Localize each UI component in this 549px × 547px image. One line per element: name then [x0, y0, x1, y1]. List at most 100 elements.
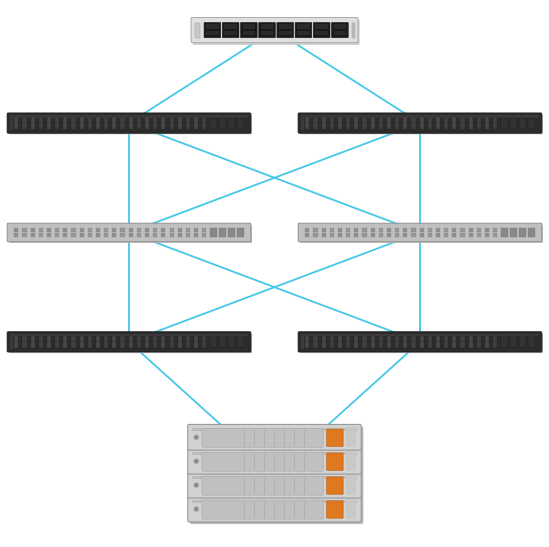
- FancyBboxPatch shape: [240, 22, 257, 38]
- Bar: [493, 342, 497, 348]
- Bar: [510, 228, 517, 237]
- FancyBboxPatch shape: [352, 23, 355, 38]
- Bar: [31, 228, 35, 232]
- Bar: [145, 232, 149, 237]
- Bar: [202, 228, 206, 232]
- Bar: [39, 232, 43, 237]
- Bar: [23, 342, 26, 348]
- Bar: [88, 117, 92, 123]
- FancyBboxPatch shape: [188, 496, 361, 522]
- Bar: [301, 115, 539, 118]
- Bar: [334, 24, 346, 29]
- Bar: [510, 118, 517, 129]
- Bar: [178, 228, 182, 232]
- Bar: [186, 232, 190, 237]
- Bar: [316, 24, 328, 29]
- Bar: [493, 232, 497, 237]
- Bar: [452, 124, 456, 129]
- Bar: [297, 24, 310, 29]
- Bar: [170, 232, 173, 237]
- Bar: [80, 124, 84, 129]
- Bar: [469, 228, 473, 232]
- Bar: [411, 342, 416, 348]
- Bar: [419, 117, 424, 123]
- Bar: [493, 117, 497, 123]
- Bar: [485, 342, 489, 348]
- Bar: [23, 124, 26, 129]
- Bar: [243, 24, 255, 29]
- Bar: [354, 228, 358, 232]
- Bar: [88, 232, 92, 237]
- Bar: [96, 342, 100, 348]
- Bar: [485, 336, 489, 341]
- Bar: [354, 117, 358, 123]
- Bar: [10, 335, 13, 349]
- Bar: [436, 117, 440, 123]
- Bar: [194, 117, 198, 123]
- Bar: [192, 499, 357, 503]
- Bar: [477, 124, 481, 129]
- Bar: [202, 117, 206, 123]
- Bar: [501, 118, 508, 129]
- Bar: [178, 336, 182, 341]
- Bar: [428, 336, 432, 341]
- Bar: [338, 117, 342, 123]
- Bar: [477, 342, 481, 348]
- Bar: [477, 117, 481, 123]
- Circle shape: [194, 507, 198, 511]
- Bar: [39, 342, 43, 348]
- Bar: [170, 117, 173, 123]
- Bar: [128, 336, 133, 341]
- Bar: [80, 342, 84, 348]
- FancyBboxPatch shape: [9, 115, 252, 134]
- Bar: [379, 124, 383, 129]
- Bar: [10, 116, 13, 130]
- FancyBboxPatch shape: [300, 225, 543, 243]
- Bar: [23, 336, 26, 341]
- Bar: [338, 232, 342, 237]
- Bar: [519, 118, 526, 129]
- Bar: [96, 336, 100, 341]
- Bar: [14, 117, 18, 123]
- Bar: [55, 342, 59, 348]
- Bar: [387, 342, 391, 348]
- Bar: [322, 228, 326, 232]
- Bar: [469, 117, 473, 123]
- Bar: [225, 31, 237, 36]
- Bar: [192, 428, 357, 431]
- Bar: [39, 124, 43, 129]
- FancyBboxPatch shape: [9, 225, 252, 243]
- Bar: [395, 117, 399, 123]
- Bar: [31, 232, 35, 237]
- Bar: [362, 117, 367, 123]
- Bar: [71, 336, 76, 341]
- Bar: [153, 124, 157, 129]
- Bar: [186, 336, 190, 341]
- Bar: [330, 228, 334, 232]
- Bar: [419, 124, 424, 129]
- Bar: [80, 117, 84, 123]
- Bar: [120, 228, 125, 232]
- Bar: [55, 336, 59, 341]
- Bar: [452, 336, 456, 341]
- Bar: [96, 124, 100, 129]
- FancyBboxPatch shape: [327, 477, 343, 494]
- Bar: [452, 228, 456, 232]
- Bar: [305, 336, 309, 341]
- Bar: [346, 124, 350, 129]
- Bar: [31, 336, 35, 341]
- Bar: [238, 118, 244, 129]
- Bar: [128, 117, 133, 123]
- Bar: [519, 228, 526, 237]
- FancyBboxPatch shape: [204, 22, 221, 38]
- Bar: [80, 228, 84, 232]
- Bar: [469, 336, 473, 341]
- Bar: [330, 336, 334, 341]
- Bar: [485, 117, 489, 123]
- Bar: [404, 228, 407, 232]
- Bar: [428, 228, 432, 232]
- Bar: [153, 232, 157, 237]
- Bar: [23, 228, 26, 232]
- Bar: [63, 117, 68, 123]
- Bar: [202, 336, 206, 341]
